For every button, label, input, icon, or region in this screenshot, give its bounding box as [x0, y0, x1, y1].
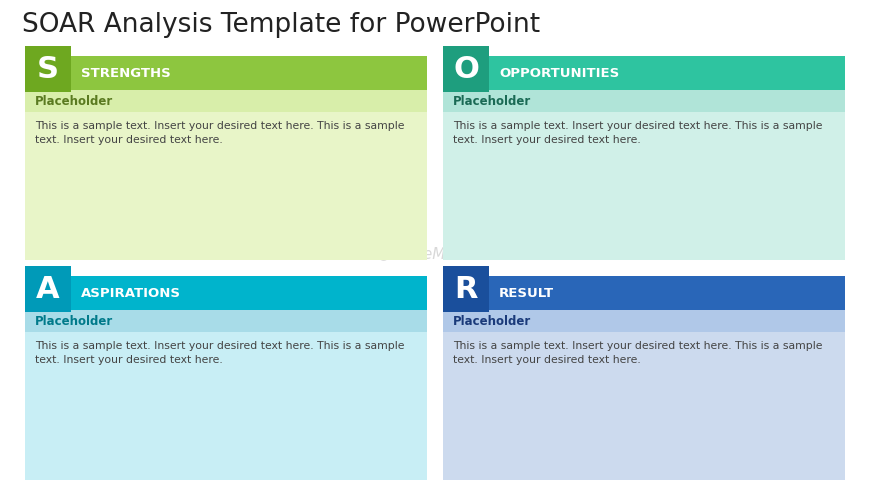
- Text: OPPORTUNITIES: OPPORTUNITIES: [499, 67, 619, 81]
- Text: RESULT: RESULT: [499, 287, 554, 300]
- Bar: [442, 91, 844, 113]
- Text: This is a sample text. Insert your desired text here. This is a sample
text. Ins: This is a sample text. Insert your desir…: [453, 340, 821, 364]
- Text: Placeholder: Placeholder: [35, 95, 113, 108]
- Bar: [25, 310, 427, 332]
- Text: STRENGTHS: STRENGTHS: [81, 67, 170, 81]
- Text: This is a sample text. Insert your desired text here. This is a sample
text. Ins: This is a sample text. Insert your desir…: [453, 121, 821, 145]
- Bar: [25, 276, 427, 480]
- Bar: [25, 57, 427, 91]
- Bar: [442, 266, 488, 312]
- Bar: [442, 57, 844, 91]
- Text: This is a sample text. Insert your desired text here. This is a sample
text. Ins: This is a sample text. Insert your desir…: [35, 121, 404, 145]
- Bar: [442, 276, 844, 480]
- Bar: [442, 47, 488, 93]
- Bar: [25, 266, 71, 312]
- Bar: [442, 276, 844, 310]
- Text: A: A: [36, 275, 60, 304]
- Text: O: O: [453, 55, 479, 84]
- Bar: [25, 276, 427, 310]
- Text: S: S: [37, 55, 59, 84]
- Bar: [442, 57, 844, 261]
- Text: This is a sample text. Insert your desired text here. This is a sample
text. Ins: This is a sample text. Insert your desir…: [35, 340, 404, 364]
- Text: SOAR Analysis Template for PowerPoint: SOAR Analysis Template for PowerPoint: [22, 12, 540, 38]
- Bar: [25, 57, 427, 261]
- Text: R: R: [454, 275, 477, 304]
- Bar: [25, 91, 427, 113]
- Text: ASPIRATIONS: ASPIRATIONS: [81, 287, 181, 300]
- Bar: [442, 310, 844, 332]
- Bar: [25, 47, 71, 93]
- Text: ○ SlideModel...: ○ SlideModel...: [377, 246, 492, 261]
- Text: Placeholder: Placeholder: [453, 315, 531, 328]
- Text: Placeholder: Placeholder: [35, 315, 113, 328]
- Text: Placeholder: Placeholder: [453, 95, 531, 108]
